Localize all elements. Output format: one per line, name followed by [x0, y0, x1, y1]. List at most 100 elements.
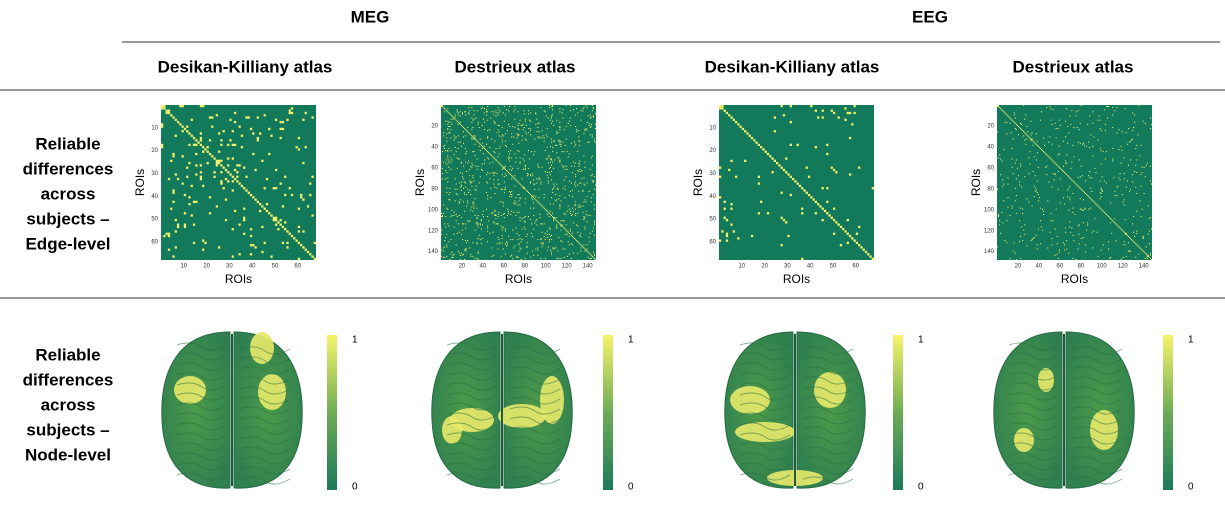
matrix-cell	[487, 241, 489, 243]
matrix-cell	[521, 185, 523, 187]
matrix-cell	[1127, 164, 1129, 166]
matrix-cell	[456, 216, 458, 218]
matrix-cell	[1139, 155, 1141, 157]
matrix-cell	[585, 128, 587, 130]
matrix-cell	[525, 139, 527, 141]
matrix-cell	[161, 105, 164, 108]
matrix-cell	[817, 116, 820, 119]
matrix-cell	[524, 216, 526, 218]
matrix-cell	[478, 234, 480, 236]
matrix-cell	[454, 188, 456, 190]
matrix-cell	[443, 145, 445, 147]
matrix-cell	[1011, 147, 1013, 149]
matrix-cell	[473, 138, 475, 140]
matrix-cell	[1136, 159, 1138, 161]
matrix-cell	[1133, 241, 1135, 243]
matrix-cell	[550, 141, 553, 143]
matrix-cell	[493, 111, 495, 113]
matrix-cell	[183, 212, 187, 215]
matrix-cell	[1123, 173, 1125, 175]
matrix-cell	[575, 181, 577, 183]
matrix-cell	[469, 189, 471, 191]
matrix-cell	[1026, 245, 1028, 247]
matrix-cell	[1134, 170, 1136, 173]
matrix-cell	[505, 145, 507, 147]
matrix-cell	[518, 194, 520, 196]
colorbar-min: 0	[918, 482, 924, 493]
matrix-cell	[848, 234, 852, 238]
matrix-cell	[1103, 211, 1105, 213]
matrix-cell	[1008, 116, 1010, 118]
x-tick-label: 30	[226, 264, 233, 270]
matrix-cell	[464, 249, 466, 251]
matrix-cell	[457, 223, 459, 225]
matrix-cell	[1065, 120, 1067, 122]
matrix-cell	[231, 130, 234, 133]
matrix-cell	[725, 234, 729, 238]
matrix-cell	[773, 116, 776, 119]
matrix-cell	[719, 239, 722, 242]
matrix-cell	[568, 235, 570, 237]
matrix-cell	[591, 174, 593, 176]
matrix-cell	[1138, 105, 1140, 107]
matrix-cell	[202, 248, 205, 251]
matrix-cell	[559, 160, 561, 162]
matrix-cell	[489, 162, 491, 164]
matrix-cell	[491, 138, 493, 140]
matrix-cell	[540, 107, 542, 109]
matrix-cell	[170, 207, 173, 210]
matrix-cell	[441, 106, 443, 108]
matrix-cell	[555, 200, 557, 202]
matrix-cell	[721, 107, 724, 110]
matrix-cell	[497, 124, 499, 126]
matrix-cell	[509, 168, 511, 170]
matrix-cell	[550, 197, 553, 199]
matrix-cell	[801, 207, 804, 210]
connectivity-matrix	[719, 105, 874, 260]
matrix-cell	[1049, 106, 1051, 108]
matrix-cell	[1087, 224, 1089, 226]
matrix-cell	[1124, 232, 1126, 234]
matrix-cell	[288, 232, 291, 235]
matrix-cell	[1097, 205, 1099, 207]
matrix-cell	[465, 223, 467, 225]
matrix-cell	[167, 177, 171, 181]
matrix-cell	[1043, 137, 1045, 139]
matrix-cell	[1030, 139, 1032, 141]
colorbar-max: 1	[918, 335, 924, 346]
sulcus	[446, 382, 498, 391]
matrix-cell	[851, 123, 854, 126]
matrix-cell	[575, 185, 577, 187]
matrix-cell	[452, 116, 454, 118]
matrix-cell	[1108, 216, 1110, 218]
sulcus	[239, 376, 291, 385]
matrix-cell	[442, 105, 444, 107]
row-label: differences	[23, 159, 114, 178]
matrix-cell	[467, 220, 469, 222]
matrix-cell	[238, 125, 241, 128]
matrix-cell	[741, 127, 745, 131]
matrix-cell	[559, 126, 561, 129]
matrix-cell	[558, 140, 560, 142]
matrix-cell	[1013, 121, 1015, 123]
matrix-cell	[534, 183, 536, 185]
matrix-cell	[1068, 252, 1070, 254]
matrix-cell	[459, 258, 461, 260]
matrix-cell	[161, 146, 164, 149]
matrix-cell	[1079, 187, 1081, 189]
matrix-cell	[493, 221, 495, 223]
matrix-cell	[719, 105, 722, 108]
matrix-cell	[575, 176, 577, 178]
matrix-cell	[500, 136, 502, 138]
row-label: Reliable	[35, 345, 100, 364]
matrix-cell	[503, 166, 505, 168]
matrix-cell	[495, 115, 497, 117]
matrix-cell	[1078, 243, 1080, 245]
matrix-cell	[1112, 147, 1114, 149]
matrix-cell	[468, 112, 470, 114]
matrix-cell	[580, 247, 582, 249]
sulcus	[446, 372, 498, 381]
sulcus	[176, 402, 228, 411]
matrix-cell	[467, 240, 469, 242]
matrix-cell	[592, 181, 594, 183]
